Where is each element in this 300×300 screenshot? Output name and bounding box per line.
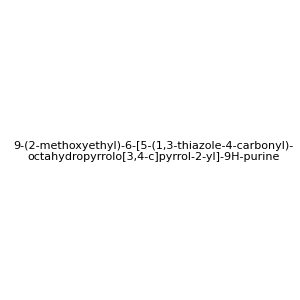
Text: 9-(2-methoxyethyl)-6-[5-(1,3-thiazole-4-carbonyl)-
octahydropyrrolo[3,4-c]pyrrol: 9-(2-methoxyethyl)-6-[5-(1,3-thiazole-4-… — [14, 141, 294, 162]
